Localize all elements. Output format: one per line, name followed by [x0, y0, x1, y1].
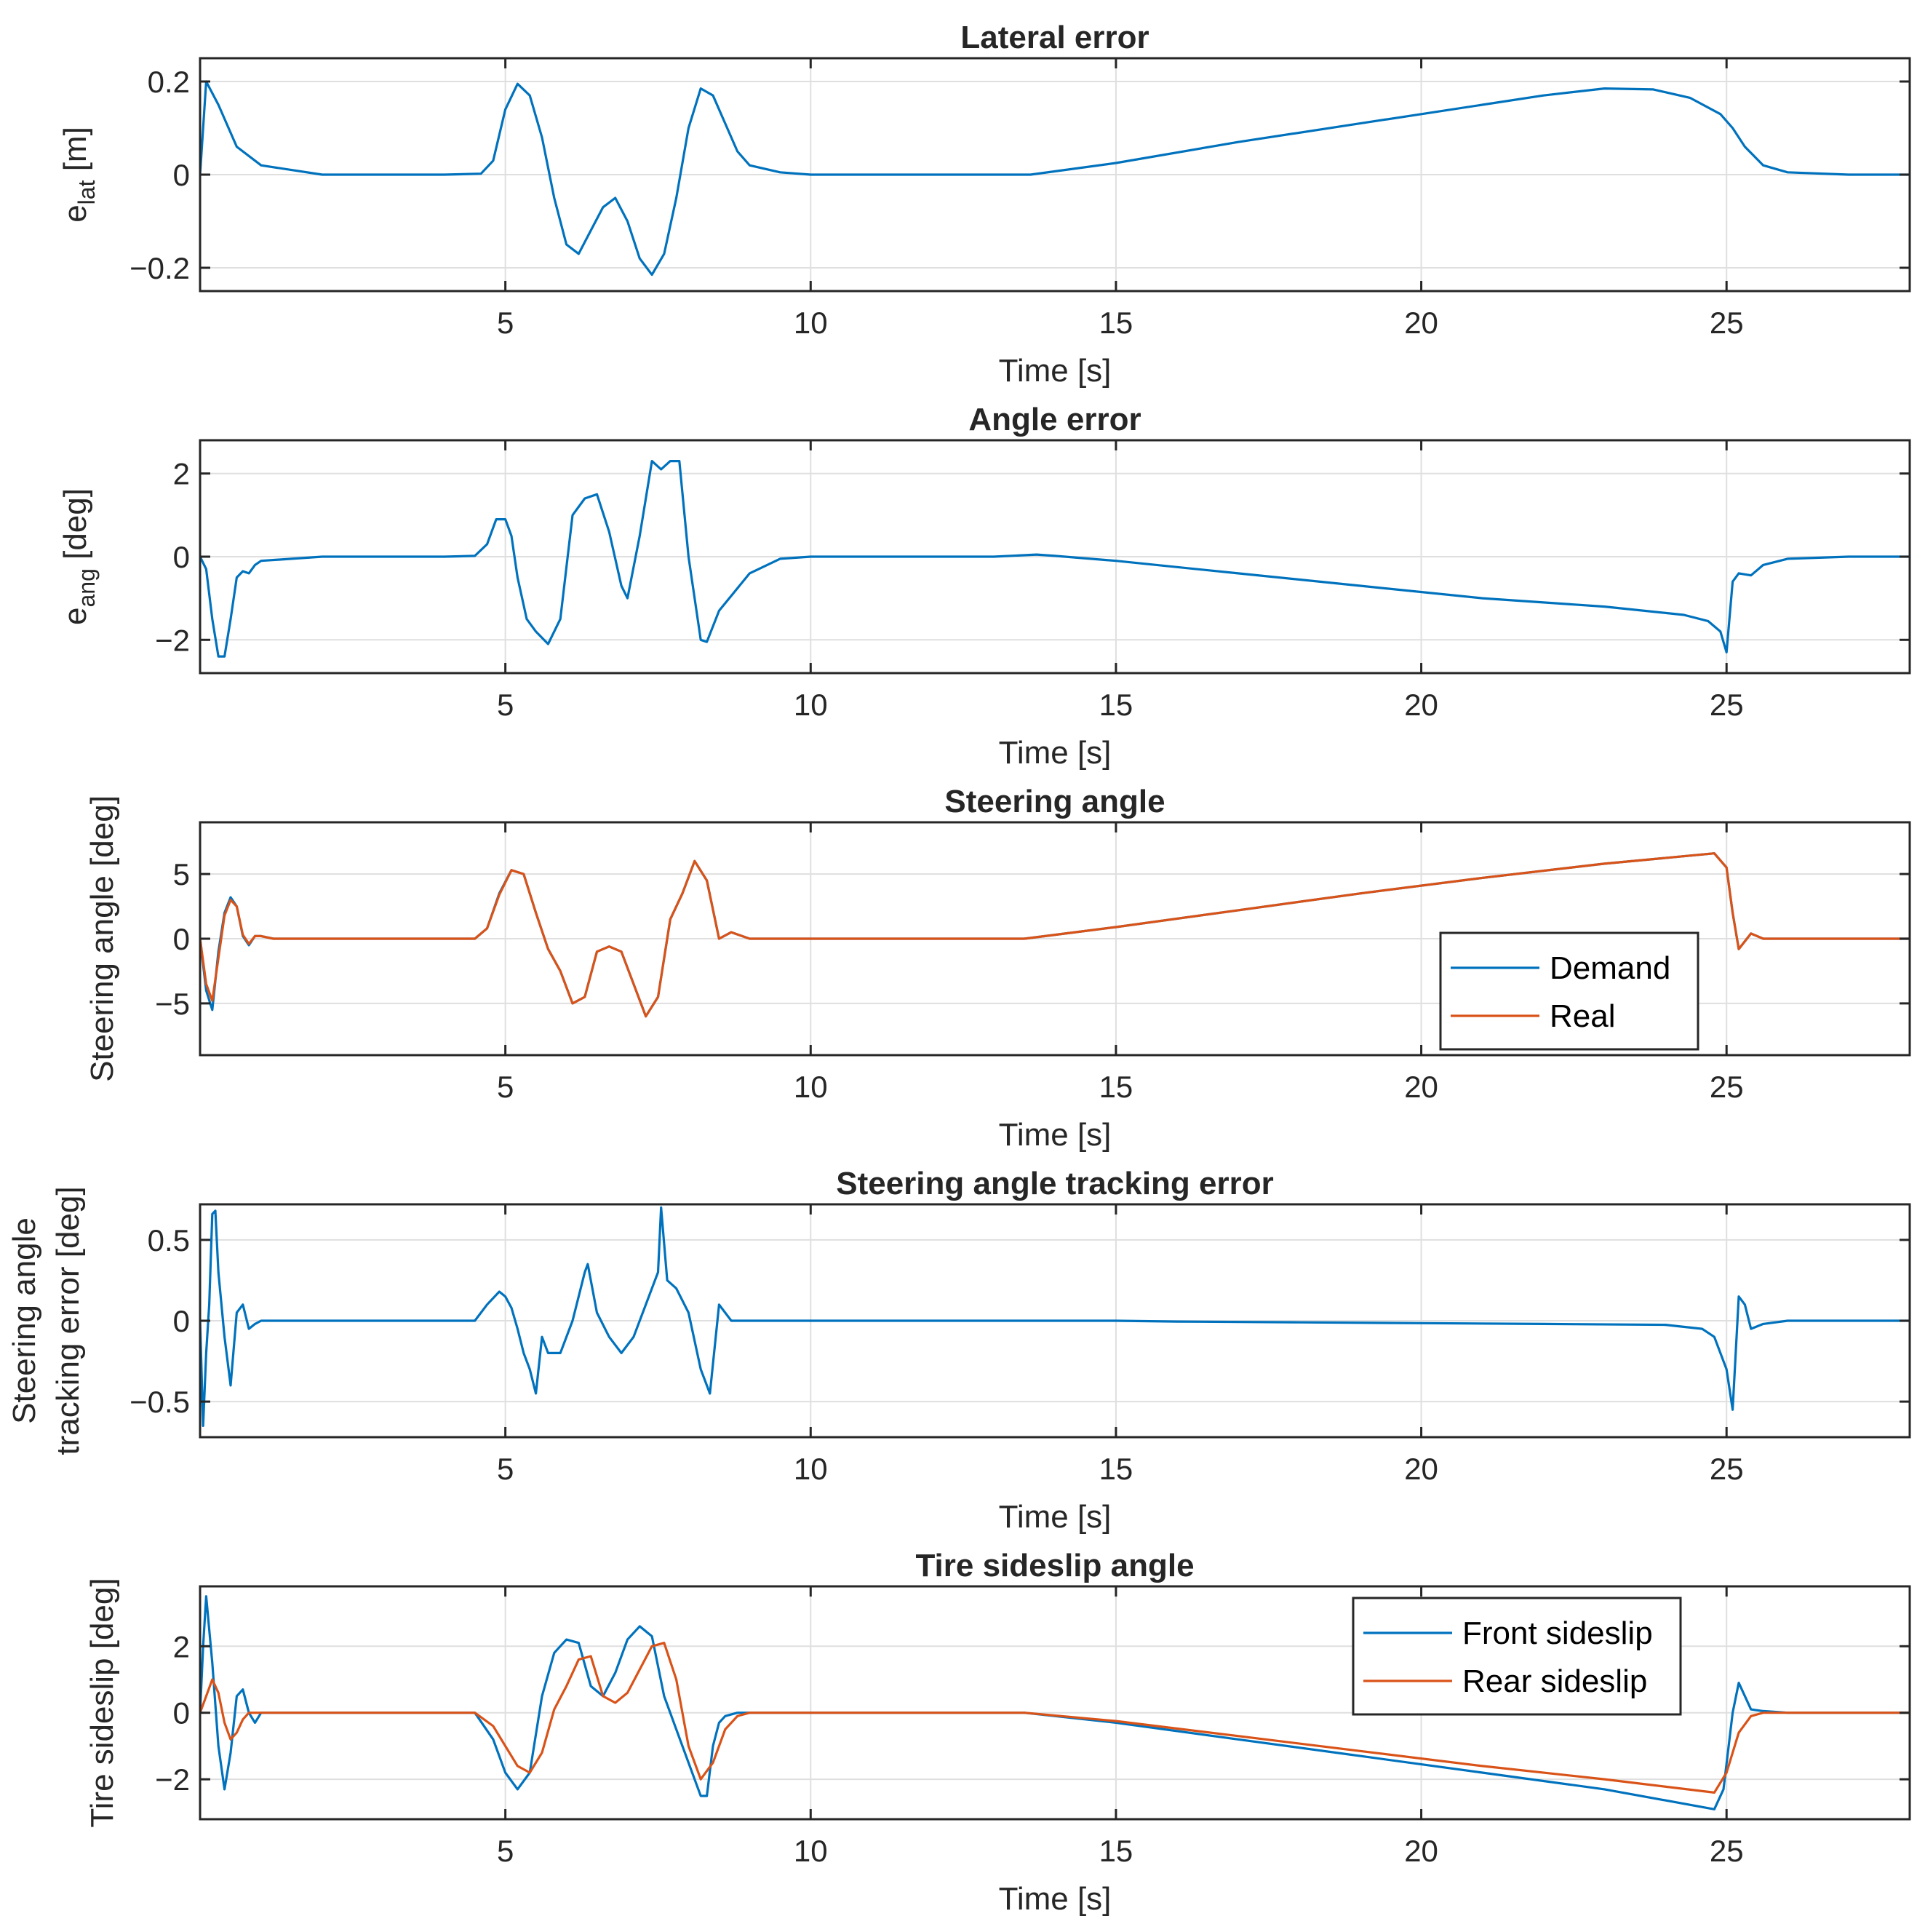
- x-tick-label: 10: [794, 1834, 828, 1868]
- legend-label: Front sideslip: [1462, 1615, 1653, 1651]
- chart-title: Steering angle: [944, 784, 1165, 819]
- x-axis-label: Time [s]: [999, 353, 1112, 389]
- y-tick-label: −5: [155, 987, 190, 1021]
- y-axis-label-unit: [m]: [57, 127, 93, 180]
- x-tick-label: 15: [1099, 1834, 1133, 1868]
- x-tick-label: 20: [1404, 1070, 1438, 1104]
- x-tick-label: 20: [1404, 1452, 1438, 1486]
- x-tick-label: 10: [794, 1452, 828, 1486]
- series-line-real: [200, 852, 1910, 1018]
- x-tick-label: 5: [497, 1070, 514, 1104]
- chart-title: Angle error: [968, 402, 1141, 437]
- y-tick-label: 0.2: [148, 65, 190, 99]
- panel-angle_error: 5 10 15 20 25 −2 0 2 Angle error Time [s] eang [de…: [57, 402, 1911, 771]
- x-tick-label: 10: [794, 1070, 828, 1104]
- chart-title: Tire sideslip angle: [915, 1548, 1194, 1583]
- panel-steering_tracking_error: 5 10 15 20 25 −0.5 0 0.5 Steering angle tracking…: [7, 1166, 1911, 1535]
- panel-steering_angle: 5 10 15 20 25 −5 0 5 Steering angle Time [s] Steer…: [84, 784, 1911, 1153]
- y-axis-label: Tire sideslip [deg]: [84, 1578, 120, 1827]
- x-tick-label: 20: [1404, 1834, 1438, 1868]
- x-tick-label: 20: [1404, 306, 1438, 340]
- y-tick-label: 0: [173, 540, 190, 574]
- series-line-front-sideslip: [200, 1595, 1910, 1810]
- y-axis-label: eang [deg]: [57, 488, 100, 625]
- x-tick-label: 25: [1710, 1834, 1744, 1868]
- y-axis-label-subscript: ang: [73, 568, 100, 607]
- x-tick-label: 15: [1099, 688, 1133, 722]
- series-line-rear-sideslip: [200, 1642, 1910, 1794]
- y-axis-label-unit: [deg]: [57, 488, 93, 568]
- chart-title: Lateral error: [960, 20, 1149, 55]
- y-axis-label: Steering angle [deg]: [84, 795, 120, 1082]
- x-axis-label: Time [s]: [999, 1881, 1112, 1917]
- y-axis-label-line2: tracking error [deg]: [50, 1186, 86, 1455]
- x-axis-label: Time [s]: [999, 1499, 1112, 1535]
- y-tick-label: 5: [173, 857, 190, 891]
- x-axis-label: Time [s]: [999, 735, 1112, 771]
- legend-label: Demand: [1550, 950, 1670, 986]
- chart-title: Steering angle tracking error: [836, 1166, 1274, 1201]
- x-tick-label: 5: [497, 1834, 514, 1868]
- y-tick-label: −0.2: [129, 251, 190, 285]
- x-tick-label: 5: [497, 306, 514, 340]
- x-tick-label: 20: [1404, 688, 1438, 722]
- x-tick-label: 10: [794, 306, 828, 340]
- x-tick-label: 5: [497, 688, 514, 722]
- series-line-e-lat: [200, 80, 1910, 277]
- x-tick-label: 15: [1099, 1070, 1133, 1104]
- axes-box: [199, 1585, 1911, 1821]
- y-tick-label: −0.5: [129, 1385, 190, 1419]
- y-tick-label: 2: [173, 1629, 190, 1663]
- y-tick-label: 0: [173, 1304, 190, 1338]
- legend-box: [1352, 1597, 1682, 1716]
- series-line-e-ang: [200, 460, 1910, 658]
- y-axis-label-line1: Steering angle: [7, 1217, 42, 1424]
- x-tick-label: 25: [1710, 1452, 1744, 1486]
- y-axis-label-main: e: [57, 608, 93, 625]
- legend: Front sideslip Rear sideslip: [1352, 1597, 1682, 1716]
- x-tick-label: 25: [1710, 1070, 1744, 1104]
- x-axis-label: Time [s]: [999, 1117, 1112, 1153]
- x-tick-label: 25: [1710, 306, 1744, 340]
- y-tick-label: 0.5: [148, 1223, 190, 1257]
- x-tick-label: 15: [1099, 306, 1133, 340]
- y-axis-label: elat [m]: [57, 127, 100, 223]
- x-tick-label: 10: [794, 688, 828, 722]
- x-tick-label: 15: [1099, 1452, 1133, 1486]
- y-tick-label: 0: [173, 922, 190, 956]
- legend: Demand Real: [1439, 931, 1699, 1051]
- y-axis-label-subscript: lat: [73, 180, 100, 204]
- y-tick-label: 0: [173, 158, 190, 192]
- series-line-tracking-error: [200, 1206, 1910, 1427]
- y-tick-label: 0: [173, 1696, 190, 1730]
- legend-box: [1439, 931, 1699, 1051]
- y-tick-label: −2: [155, 623, 190, 657]
- legend-label: Real: [1550, 998, 1616, 1034]
- y-axis-label-main: e: [57, 204, 93, 222]
- y-tick-label: −2: [155, 1762, 190, 1797]
- legend-label: Rear sideslip: [1462, 1663, 1647, 1699]
- panel-tire_sideslip: 5 10 15 20 25 −2 0 2 Tire sideslip angle Time [s]…: [84, 1548, 1911, 1917]
- y-tick-label: 2: [173, 457, 190, 491]
- panel-lateral_error: 5 10 15 20 25 −0.2 0 0.2 Lateral error Time [s] el…: [57, 20, 1911, 389]
- x-tick-label: 25: [1710, 688, 1744, 722]
- x-tick-label: 5: [497, 1452, 514, 1486]
